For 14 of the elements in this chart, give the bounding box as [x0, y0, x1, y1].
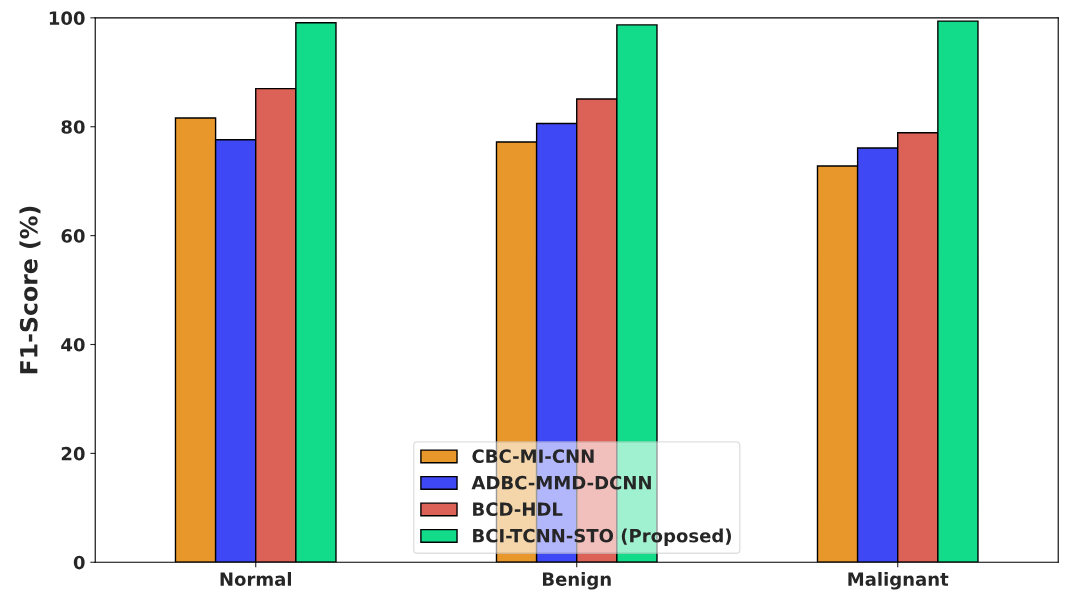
y-tick-label: 20: [61, 446, 85, 461]
legend-label: BCD-HDL: [473, 502, 563, 517]
y-axis-title: F1-Score (%): [19, 206, 41, 374]
legend-label: ADBC-MMD-DCNN: [471, 475, 651, 490]
legend-label: BCI-TCNN-STO (Proposed): [473, 528, 731, 547]
y-tick-label: 0: [73, 555, 85, 570]
legend-label: CBC-MI-CNN: [472, 449, 594, 464]
y-tick-label: 80: [61, 120, 85, 134]
x-tick-label: Malignant: [848, 572, 949, 590]
x-tick-label: Benign: [542, 572, 611, 590]
y-tick-label: 100: [49, 11, 85, 25]
x-tick-label: Normal: [220, 572, 292, 586]
y-tick-label: 40: [61, 337, 85, 352]
y-tick-label: 60: [61, 229, 85, 243]
